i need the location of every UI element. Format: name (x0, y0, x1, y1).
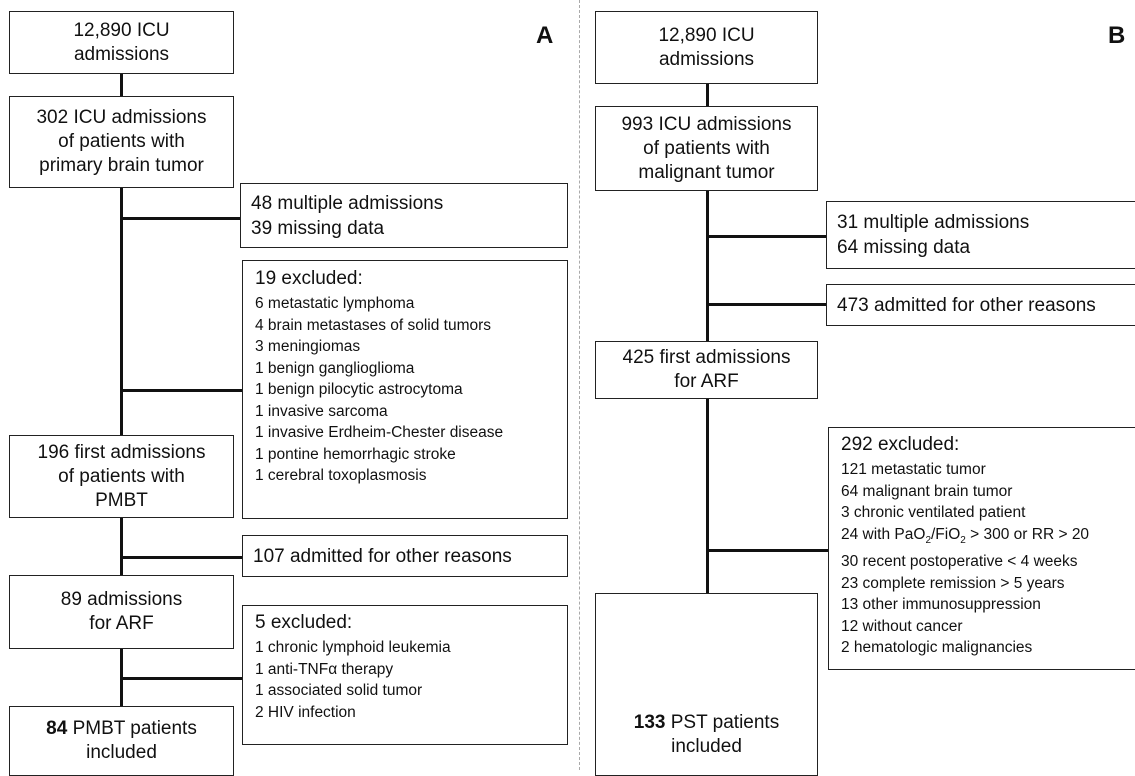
excluded-item: 13 other immunosuppression (841, 596, 1041, 614)
connector (706, 84, 709, 106)
excluded-item: 4 brain metastases of solid tumors (255, 316, 492, 334)
excluded-item: 3 meningiomas (255, 338, 361, 355)
included-count: 133 (633, 712, 666, 733)
box-line: 31 multiple admissions (837, 212, 1030, 233)
connector (706, 303, 826, 306)
a-excluded-5-box: 5 excluded: 1 chronic lymphoid leukemia … (242, 605, 568, 745)
connector (120, 217, 240, 220)
connector (706, 549, 828, 552)
box-line: for ARF (89, 613, 154, 634)
b-multiple-missing-box: 31 multiple admissions 64 missing data (826, 201, 1135, 269)
excluded-item: 1 anti-TNFα therapy (255, 660, 394, 678)
connector (706, 399, 709, 593)
a-included-box: 84 PMBT patients included (9, 706, 234, 776)
box-line: 302 ICU admissions (36, 107, 207, 128)
excluded-item: 24 with PaO2/FiO2 > 300 or RR > 20 (841, 525, 1090, 546)
excluded-item: 2 HIV infection (255, 703, 356, 721)
excluded-heading: 19 excluded: (255, 268, 363, 289)
excluded-item: 1 benign ganglioglioma (255, 359, 415, 377)
box-line: of patients with (643, 137, 770, 159)
a-multiple-missing-box: 48 multiple admissions 39 missing data (240, 183, 568, 248)
panel-divider (579, 0, 580, 770)
box-line: 64 missing data (837, 237, 971, 258)
excluded-heading: 5 excluded: (255, 612, 353, 633)
box-line: 133 PST patients (634, 711, 779, 735)
connector (120, 74, 123, 96)
excluded-item: 1 pontine hemorrhagic stroke (255, 445, 456, 463)
connector (706, 235, 826, 238)
box-line: admissions (73, 43, 170, 65)
b-icu-admissions-box: 12,890 ICU admissions (595, 11, 818, 84)
a-arf-box: 89 admissions for ARF (9, 575, 234, 649)
a-brain-tumor-box: 302 ICU admissions of patients with prim… (9, 96, 234, 188)
box-line: 993 ICU admissions (621, 113, 792, 135)
b-excluded-292-box: 292 excluded: 121 metastatic tumor 64 ma… (828, 427, 1135, 670)
connector (120, 556, 242, 559)
connector (120, 518, 123, 575)
box-line: 39 missing data (251, 218, 385, 239)
excluded-item: 1 benign pilocytic astrocytoma (255, 381, 463, 398)
panel-b-label: B (1108, 22, 1126, 49)
excluded-item: 121 metastatic tumor (841, 461, 986, 478)
excluded-item: 30 recent postoperative < 4 weeks (841, 553, 1078, 571)
excluded-item: 64 malignant brain tumor (841, 482, 1013, 500)
box-line: included (86, 742, 157, 763)
box-line: 48 multiple admissions (251, 193, 444, 214)
excluded-item: 1 invasive sarcoma (255, 402, 388, 420)
b-malignant-tumor-box: 993 ICU admissions of patients with mali… (595, 106, 818, 191)
panel-a-label: A (536, 22, 554, 49)
excluded-item: 3 chronic ventilated patient (841, 504, 1026, 521)
box-line: primary brain tumor (39, 155, 204, 176)
box-line: 425 first admissions (622, 347, 791, 368)
b-other-reasons-box: 473 admitted for other reasons (826, 284, 1135, 326)
box-line: of patients with (58, 465, 185, 487)
box-line: for ARF (674, 371, 739, 392)
excluded-item: 1 chronic lymphoid leukemia (255, 639, 451, 656)
excluded-item: 1 associated solid tumor (255, 682, 423, 699)
box-line: 196 first admissions (37, 441, 206, 463)
connector (120, 389, 242, 392)
included-count: 84 (46, 718, 68, 739)
excluded-item: 1 cerebral toxoplasmosis (255, 467, 427, 484)
box-line: PMBT (95, 489, 148, 511)
connector (120, 188, 123, 435)
excluded-item: 6 metastatic lymphoma (255, 295, 415, 312)
box-line: 89 admissions (60, 589, 183, 610)
box-line: malignant tumor (638, 161, 775, 183)
b-arf-box: 425 first admissions for ARF (595, 341, 818, 399)
a-icu-admissions-box: 12,890 ICU admissions (9, 11, 234, 74)
box-line: admissions (658, 48, 755, 70)
a-excluded-19-box: 19 excluded: 6 metastatic lymphoma 4 bra… (242, 260, 568, 519)
box-line: 12,890 ICU (73, 19, 170, 41)
a-pmbt-first-admissions-box: 196 first admissions of patients with PM… (9, 435, 234, 518)
included-label: PST patients (665, 712, 780, 733)
excluded-heading: 292 excluded: (841, 434, 960, 455)
excluded-item: 12 without cancer (841, 617, 963, 635)
box-line: 84 PMBT patients (46, 717, 197, 741)
box-line: 107 admitted for other reasons (253, 546, 512, 567)
excluded-item: 23 complete remission > 5 years (841, 574, 1065, 592)
connector (120, 677, 242, 680)
box-line: 473 admitted for other reasons (837, 295, 1096, 316)
box-line: included (671, 736, 742, 757)
box-line: of patients with (58, 131, 185, 152)
included-label: PMBT patients (67, 718, 197, 739)
box-line: 12,890 ICU (658, 24, 755, 46)
excluded-item: 1 invasive Erdheim-Chester disease (255, 424, 504, 441)
a-other-reasons-box: 107 admitted for other reasons (242, 535, 568, 577)
excluded-item: 2 hematologic malignancies (841, 639, 1033, 657)
connector (706, 191, 709, 341)
b-included-box: 133 PST patients included (595, 593, 818, 776)
